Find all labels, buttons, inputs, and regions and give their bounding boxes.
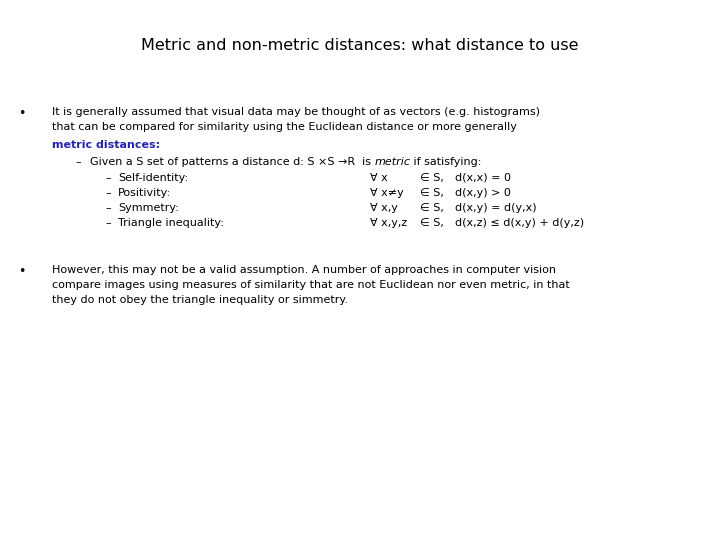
Text: It is generally assumed that visual data may be thought of as vectors (e.g. hist: It is generally assumed that visual data…: [52, 107, 540, 117]
Text: –: –: [105, 218, 111, 228]
Text: that can be compared for similarity using the Euclidean distance or more general: that can be compared for similarity usin…: [52, 122, 517, 132]
Text: –: –: [105, 173, 111, 183]
Text: ∀ x: ∀ x: [370, 173, 388, 183]
Text: •: •: [18, 107, 25, 120]
Text: d(x,y) > 0: d(x,y) > 0: [455, 188, 511, 198]
Text: –: –: [75, 157, 81, 167]
Text: Self-identity:: Self-identity:: [118, 173, 188, 183]
Text: •: •: [18, 265, 25, 278]
Text: metric distances:: metric distances:: [52, 140, 160, 150]
Text: if satisfying:: if satisfying:: [410, 157, 482, 167]
Text: d(x,y) = d(y,x): d(x,y) = d(y,x): [455, 203, 536, 213]
Text: ∈ S,: ∈ S,: [420, 173, 444, 183]
Text: ∈ S,: ∈ S,: [420, 188, 444, 198]
Text: d(x,z) ≤ d(x,y) + d(y,z): d(x,z) ≤ d(x,y) + d(y,z): [455, 218, 584, 228]
Text: ∈ S,: ∈ S,: [420, 203, 444, 213]
Text: Given a S set of patterns a distance d: S ×S →R  is: Given a S set of patterns a distance d: …: [90, 157, 374, 167]
Text: metric: metric: [374, 157, 410, 167]
Text: they do not obey the triangle inequality or simmetry.: they do not obey the triangle inequality…: [52, 295, 348, 305]
Text: However, this may not be a valid assumption. A number of approaches in computer : However, this may not be a valid assumpt…: [52, 265, 556, 275]
Text: Symmetry:: Symmetry:: [118, 203, 179, 213]
Text: d(x,x) = 0: d(x,x) = 0: [455, 173, 511, 183]
Text: ∈ S,: ∈ S,: [420, 218, 444, 228]
Text: ∀ x,y,z: ∀ x,y,z: [370, 218, 408, 228]
Text: Metric and non-metric distances: what distance to use: Metric and non-metric distances: what di…: [141, 38, 579, 53]
Text: –: –: [105, 188, 111, 198]
Text: Positivity:: Positivity:: [118, 188, 171, 198]
Text: compare images using measures of similarity that are not Euclidean nor even metr: compare images using measures of similar…: [52, 280, 570, 290]
Text: ∀ x≠y: ∀ x≠y: [370, 188, 404, 198]
Text: ∀ x,y: ∀ x,y: [370, 203, 398, 213]
Text: –: –: [105, 203, 111, 213]
Text: Triangle inequality:: Triangle inequality:: [118, 218, 224, 228]
